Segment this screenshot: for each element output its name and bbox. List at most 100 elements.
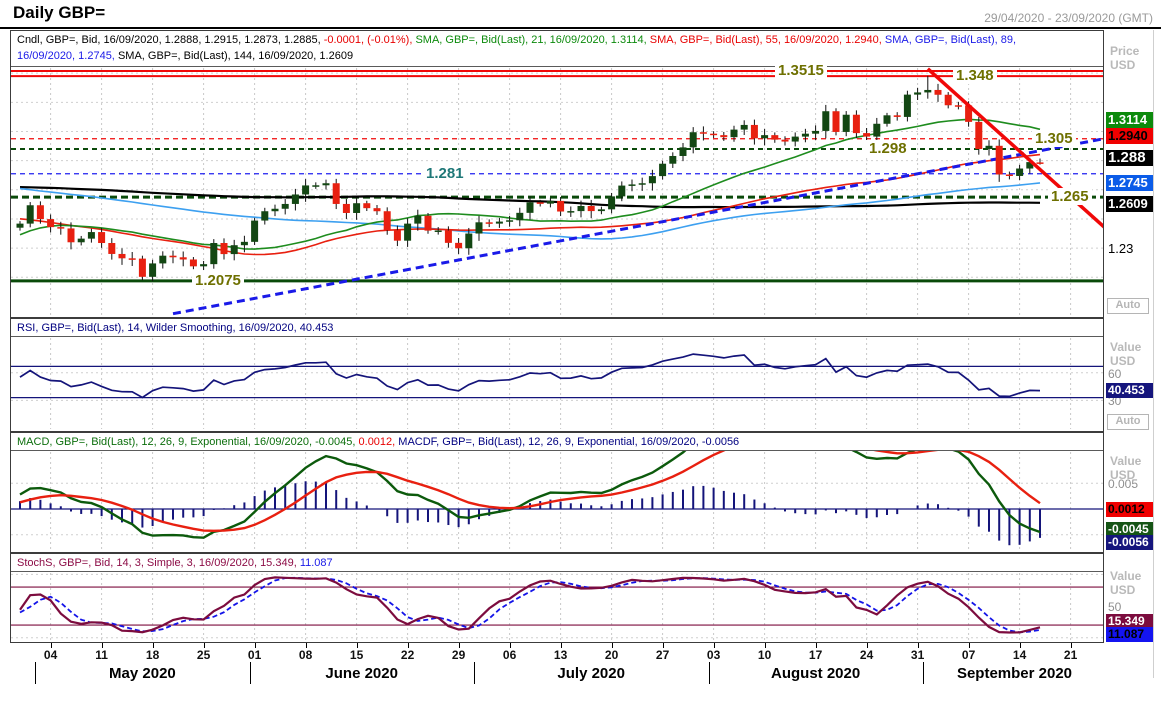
day-tick-mark xyxy=(101,643,103,648)
vertical-gridlines xyxy=(50,452,1072,550)
day-label-08: 08 xyxy=(298,648,313,662)
right-scrollbar[interactable] xyxy=(1153,30,1161,678)
rsi-axis-title: Value USD xyxy=(1110,340,1142,368)
price-badge-1.2745: 1.2745 xyxy=(1106,175,1153,192)
day-tick-mark xyxy=(611,643,613,648)
day-tick-mark xyxy=(305,643,307,648)
month-label-July 2020: July 2020 xyxy=(557,665,625,682)
stoch-chart-canvas[interactable] xyxy=(11,554,1103,642)
month-label-August 2020: August 2020 xyxy=(770,665,861,682)
month-separator xyxy=(708,662,710,684)
day-tick-mark xyxy=(1070,643,1072,648)
page-title: Daily GBP= xyxy=(13,3,106,22)
uptrend-line xyxy=(172,137,1103,316)
legend-text: 0.0012, xyxy=(358,436,399,448)
price-panel: Cndl, GBP=, Bid, 16/09/2020, 1.2888, 1.2… xyxy=(10,30,1104,318)
price-badge-1.2609: 1.2609 xyxy=(1106,196,1153,213)
stoch-legend: StochS, GBP=, Bid, 14, 3, Simple, 3, 16/… xyxy=(11,554,1103,572)
vertical-gridlines xyxy=(50,68,1072,316)
day-tick-mark xyxy=(560,643,562,648)
day-label-20: 20 xyxy=(604,648,619,662)
day-label-22: 22 xyxy=(400,648,415,662)
downtrend-line xyxy=(926,67,1103,229)
macd-histogram xyxy=(19,481,1041,546)
day-label-27: 27 xyxy=(655,648,670,662)
legend-text: StochS, GBP=, Bid, 14, 3, Simple, 3, 16/… xyxy=(17,557,300,569)
day-label-29: 29 xyxy=(451,648,466,662)
macd-legend: MACD, GBP=, Bid(Last), 12, 26, 9, Expone… xyxy=(11,433,1103,451)
stoch-tick-50: 50 xyxy=(1108,600,1122,615)
rsi-legend: RSI, GBP=, Bid(Last), 14, Wilder Smoothi… xyxy=(11,319,1103,337)
price-axis-title: Price USD xyxy=(1110,44,1140,72)
day-label-07: 07 xyxy=(961,648,976,662)
day-tick-mark xyxy=(458,643,460,648)
rsi-badge: 40.453 xyxy=(1106,382,1153,398)
macd-badge--0.0045: -0.0045 xyxy=(1106,522,1153,538)
day-label-06: 06 xyxy=(502,648,517,662)
day-tick-mark xyxy=(356,643,358,648)
rsi-auto-scale-button[interactable]: Auto xyxy=(1107,414,1149,430)
legend-text: SMA, GBP=, Bid(Last), 55, 16/09/2020, 1.… xyxy=(649,34,885,46)
legend-text: 11.087 xyxy=(299,557,333,569)
day-label-03: 03 xyxy=(706,648,721,662)
month-separator xyxy=(473,662,475,684)
day-label-17: 17 xyxy=(808,648,823,662)
day-tick-mark xyxy=(662,643,664,648)
candles-layer xyxy=(16,75,1044,282)
stoch-panel: StochS, GBP=, Bid, 14, 3, Simple, 3, 16/… xyxy=(10,553,1104,643)
price-chart-canvas[interactable] xyxy=(11,31,1103,317)
stoch-badge-15.349: 15.349 xyxy=(1106,613,1153,629)
macd-panel: MACD, GBP=, Bid(Last), 12, 26, 9, Expone… xyxy=(10,432,1104,553)
day-tick-mark xyxy=(815,643,817,648)
day-tick-mark xyxy=(866,643,868,648)
legend-text: MACDF, GBP=, Bid(Last), 12, 26, 9, Expon… xyxy=(398,436,740,448)
price-badge-1.2940: 1.2940 xyxy=(1106,127,1153,144)
price-badge-1.288: 1.288 xyxy=(1106,149,1153,166)
price-auto-scale-button[interactable]: Auto xyxy=(1107,298,1149,314)
macd-badge-0.0012: 0.0012 xyxy=(1106,501,1153,517)
rsi-chart-canvas[interactable] xyxy=(11,319,1103,431)
day-label-13: 13 xyxy=(553,648,568,662)
day-tick-mark xyxy=(152,643,154,648)
month-separator xyxy=(922,662,924,684)
day-tick-mark xyxy=(764,643,766,648)
vertical-gridlines xyxy=(50,573,1072,640)
day-tick-mark xyxy=(1019,643,1021,648)
day-tick-mark xyxy=(968,643,970,648)
day-label-15: 15 xyxy=(349,648,364,662)
legend-text: MACD, GBP=, Bid(Last), 12, 26, 9, Expone… xyxy=(17,436,359,448)
month-label-May 2020: May 2020 xyxy=(109,665,176,682)
month-label-September 2020: September 2020 xyxy=(956,665,1073,682)
date-range-label: 29/04/2020 - 23/09/2020 (GMT) xyxy=(984,11,1153,25)
legend-text: 16/09/2020, 1.2745, xyxy=(17,50,118,62)
month-separator xyxy=(249,662,251,684)
day-label-10: 10 xyxy=(757,648,772,662)
day-label-25: 25 xyxy=(196,648,211,662)
day-label-14: 14 xyxy=(1012,648,1027,662)
stoch-k-line xyxy=(19,576,1041,634)
day-label-18: 18 xyxy=(145,648,160,662)
macd-badge--0.0056: -0.0056 xyxy=(1106,534,1153,550)
legend-text: SMA, GBP=, Bid(Last), 21, 16/09/2020, 1.… xyxy=(415,34,650,46)
legend-text: RSI, GBP=, Bid(Last), 14, Wilder Smoothi… xyxy=(17,322,334,334)
macd-axis-title: Value USD xyxy=(1110,454,1142,482)
stoch-badge-11.087: 11.087 xyxy=(1106,626,1153,642)
legend-text: Cndl, GBP=, Bid, 16/09/2020, 1.2888, 1.2… xyxy=(17,34,324,46)
legend-text: SMA, GBP=, Bid(Last), 144, 16/09/2020, 1… xyxy=(117,50,354,62)
month-label-June 2020: June 2020 xyxy=(325,665,398,682)
day-tick-mark xyxy=(407,643,409,648)
legend-text: SMA, GBP=, Bid(Last), 89, xyxy=(884,34,1017,46)
price-badge-1.3114: 1.3114 xyxy=(1106,112,1153,129)
rsi-tick-60: 60 xyxy=(1108,366,1122,381)
rsi-panel: RSI, GBP=, Bid(Last), 14, Wilder Smoothi… xyxy=(10,318,1104,432)
legend-text: -0.0001, (-0.01%), xyxy=(323,34,416,46)
rsi-tick-30: 30 xyxy=(1108,394,1122,409)
sma-89-line xyxy=(19,182,1041,240)
price-h-gridlines xyxy=(11,72,1103,278)
vertical-gridlines xyxy=(50,338,1072,429)
price-legend: Cndl, GBP=, Bid, 16/09/2020, 1.2888, 1.2… xyxy=(11,31,1103,67)
rsi-line xyxy=(19,353,1041,399)
day-tick-mark xyxy=(254,643,256,648)
day-label-11: 11 xyxy=(95,648,108,662)
day-label-04: 04 xyxy=(43,648,58,662)
